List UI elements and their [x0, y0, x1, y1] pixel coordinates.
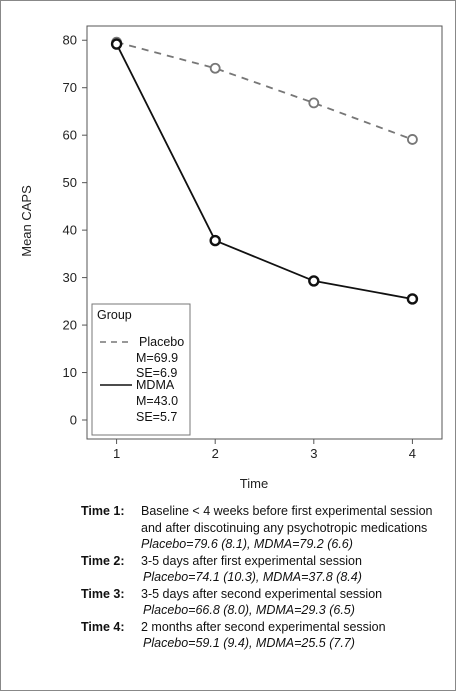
placebo-point [407, 134, 418, 145]
y-axis-label: Mean CAPS [19, 185, 34, 257]
note-values: Placebo=66.8 (8.0), MDMA=29.3 (6.5) [143, 603, 355, 617]
legend-box [91, 303, 191, 436]
legend-mdma-label: MDMA [136, 378, 175, 392]
note-time-1: Time 1: Baseline < 4 weeks before first … [81, 503, 451, 553]
placebo-point [308, 97, 320, 109]
note-label: Time 4: [81, 619, 125, 634]
line-chart: Mean CAPS Time 0 10 20 30 40 50 60 70 80 1 2 3 4 Gro… [19, 25, 443, 491]
mdma-point [209, 234, 221, 247]
time-notes: Time 1: Baseline < 4 weeks before first … [81, 503, 451, 652]
note-desc: 3-5 days after second experimental sessi… [141, 586, 383, 601]
x-tick-label: 2 [212, 446, 219, 461]
y-tick-label: 50 [63, 175, 77, 190]
note-label: Time 3: [81, 586, 125, 601]
y-tick-label: 40 [63, 223, 77, 238]
note-values: Placebo=59.1 (9.4), MDMA=25.5 (7.7) [143, 636, 355, 650]
plot-frame [86, 25, 443, 440]
note-values: Placebo=79.6 (8.1), MDMA=79.2 (6.6) [141, 537, 353, 551]
legend-title: Group [97, 308, 132, 322]
mdma-point [308, 275, 320, 287]
note-desc: 3-5 days after first experimental sessio… [141, 553, 362, 568]
mdma-point [110, 38, 123, 50]
y-tick-label: 70 [63, 80, 77, 95]
note-time-4: Time 4: 2 months after second experiment… [81, 619, 451, 652]
note-label: Time 2: [81, 553, 125, 568]
note-time-3: Time 3: 3-5 days after second experiment… [81, 586, 451, 619]
note-label: Time 1: [81, 504, 125, 518]
mdma-point [406, 293, 419, 305]
legend-mdma-mean: M=43.0 [136, 394, 178, 408]
legend-placebo-label: Placebo [139, 335, 184, 349]
x-axis-label: Time [240, 476, 268, 491]
x-tick-label: 1 [113, 446, 120, 461]
note-time-2: Time 2: 3-5 days after first experimenta… [81, 553, 451, 586]
y-tick-label: 60 [63, 128, 77, 143]
x-tick-label: 4 [409, 446, 416, 461]
legend-placebo-mean: M=69.9 [136, 351, 178, 365]
note-desc: Baseline < 4 weeks before first experime… [141, 504, 433, 535]
placebo-point [209, 62, 221, 74]
y-tick-label: 80 [63, 33, 77, 48]
note-desc: 2 months after second experimental sessi… [141, 619, 386, 634]
placebo-series-line [116, 41, 413, 141]
mdma-series-line [115, 43, 413, 300]
x-tick-label: 3 [310, 446, 317, 461]
legend-placebo-se: SE=6.9 [136, 366, 177, 380]
note-values: Placebo=74.1 (10.3), MDMA=37.8 (8.4) [143, 570, 362, 584]
y-tick-label: 10 [63, 365, 77, 380]
y-tick-label: 0 [70, 413, 77, 428]
legend: Group Placebo M=69.9 SE=6.9 MDMA M=43.0 … [91, 303, 191, 436]
y-tick-label: 30 [63, 270, 77, 285]
y-tick-label: 20 [63, 318, 77, 333]
legend-mdma-se: SE=5.7 [136, 410, 177, 424]
